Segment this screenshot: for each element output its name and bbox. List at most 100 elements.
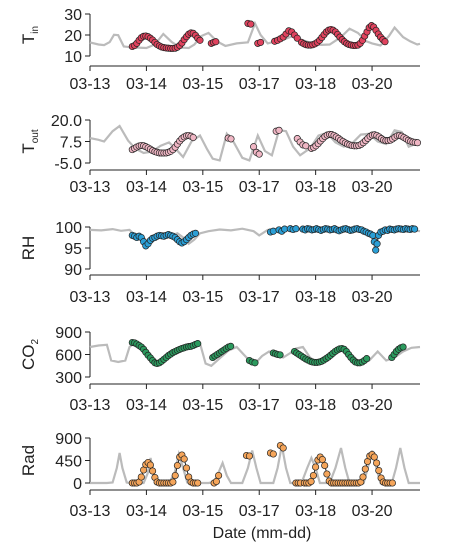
data-point-rad	[212, 477, 220, 486]
data-point-co2	[276, 351, 284, 359]
data-point-tin	[257, 38, 265, 46]
data-point-rh	[373, 240, 381, 248]
x-tick-label: 03-15	[182, 397, 223, 414]
data-point-rad	[359, 473, 367, 481]
y-tick-label: 900	[55, 325, 82, 342]
x-axis-label: Date (mm-dd)	[213, 525, 312, 542]
x-tick-label: 03-13	[70, 289, 111, 306]
x-tick-label: 03-14	[126, 179, 167, 196]
x-tick-label: 03-13	[70, 76, 111, 93]
data-point-rad	[318, 455, 326, 464]
x-tick-label: 03-13	[70, 397, 111, 414]
x-tick-label: 03-18	[295, 76, 336, 93]
data-point-tout	[250, 143, 258, 151]
data-point-rad	[173, 461, 181, 470]
data-point-tout	[413, 139, 422, 147]
y-axis-label: Tin	[19, 26, 41, 44]
x-tick-label: 03-18	[295, 289, 336, 306]
data-point-rad	[279, 444, 287, 452]
data-point-rad	[149, 467, 157, 475]
panel-tin: 30 20 10 03-13 03-14 03-15 03-17 03-18 03-20 Tin	[19, 7, 421, 93]
y-tick-label: 900	[55, 431, 82, 448]
data-point-rh	[191, 229, 200, 237]
y-tick-label: 100	[55, 220, 82, 237]
y-tick-label: 0	[73, 476, 82, 493]
x-tick-label: 03-14	[126, 397, 167, 414]
data-point-rad	[137, 473, 145, 481]
y-tick-label: 20	[64, 28, 82, 45]
data-point-tin	[212, 38, 220, 46]
data-point-tout	[227, 135, 235, 143]
data-point-rad	[388, 479, 396, 487]
x-tick-label: 03-18	[295, 503, 336, 520]
x-tick-label: 03-13	[70, 503, 111, 520]
data-point-rh	[292, 225, 300, 233]
panel-co2: 900 600 300 03-13 03-14 03-15 03-17 03-18 03-20 C…	[19, 325, 421, 414]
data-point-rad	[375, 466, 383, 475]
data-point-tin	[247, 20, 255, 28]
y-tick-label: 450	[55, 454, 82, 471]
x-tick-label: 03-18	[295, 179, 336, 196]
data-point-co2	[399, 343, 407, 351]
data-point-rad	[361, 465, 369, 473]
panel-rh: 100 95 90 03-13 03-14 03-15 03-17 03-18 03-20 RH	[19, 220, 421, 306]
x-tick-label: 03-20	[352, 179, 393, 196]
x-tick-label: 03-17	[239, 289, 280, 306]
x-tick-label: 03-20	[352, 289, 393, 306]
y-tick-label: 20.0	[51, 113, 82, 130]
data-point-rh	[411, 225, 419, 233]
y-axis-label: Tout	[19, 129, 41, 154]
data-point-co2	[227, 342, 235, 350]
data-point-rad	[169, 478, 177, 486]
x-tick-label: 03-14	[126, 76, 167, 93]
series-line-rad	[90, 445, 420, 485]
y-tick-label: 30	[64, 7, 82, 24]
data-point-co2	[251, 359, 259, 367]
x-tick-label: 03-15	[182, 503, 223, 520]
data-point-rad	[194, 479, 202, 487]
data-point-tin	[196, 36, 204, 44]
x-tick-label: 03-14	[126, 289, 167, 306]
x-tick-label: 03-15	[182, 179, 223, 196]
y-tick-label: 10	[64, 49, 82, 66]
x-tick-label: 03-17	[239, 503, 280, 520]
data-point-rad	[312, 463, 320, 471]
data-point-rad	[269, 450, 277, 458]
x-tick-label: 03-20	[352, 397, 393, 414]
x-tick-label: 03-18	[295, 397, 336, 414]
x-tick-label: 03-17	[239, 179, 280, 196]
data-point-rad	[180, 455, 188, 463]
data-point-rad	[171, 471, 179, 480]
panel-rad: 900 450 0 03-13 03-14 03-15 03-17 03-18 03-20 Rad	[19, 431, 420, 520]
data-point-rad	[245, 452, 253, 460]
y-tick-label: 600	[55, 348, 82, 365]
y-tick-label: 300	[55, 370, 82, 387]
x-tick-label: 03-20	[352, 76, 393, 93]
y-tick-label: 95	[64, 241, 82, 258]
data-point-tin	[293, 34, 301, 42]
data-point-rad	[307, 477, 315, 486]
y-axis-label: CO2	[19, 339, 41, 371]
panels: 30 20 10 03-13 03-14 03-15 03-17 03-18 03-20 Tin 2…	[19, 7, 422, 520]
y-axis-label: RH	[19, 236, 38, 261]
y-tick-label: 90	[64, 262, 82, 279]
x-tick-label: 03-14	[126, 503, 167, 520]
data-point-rad	[321, 461, 329, 470]
panel-tout: 20.0 7.5 -5.0 03-13 03-14 03-15 03-17 03-18 03-2…	[19, 113, 422, 196]
data-point-co2	[194, 340, 202, 348]
data-point-co2	[363, 355, 371, 363]
data-point-rh	[269, 227, 277, 235]
x-tick-label: 03-20	[352, 503, 393, 520]
data-point-rad	[323, 470, 331, 478]
data-point-tin	[381, 38, 389, 46]
y-tick-label: 7.5	[60, 135, 82, 152]
data-point-rad	[373, 459, 381, 467]
data-point-tout	[275, 126, 283, 134]
data-point-rh	[372, 246, 380, 254]
x-tick-label: 03-15	[182, 289, 223, 306]
data-point-rad	[215, 471, 223, 480]
y-tick-label: -5.0	[54, 156, 82, 173]
data-point-rad	[370, 453, 378, 461]
data-point-rad	[182, 464, 191, 472]
